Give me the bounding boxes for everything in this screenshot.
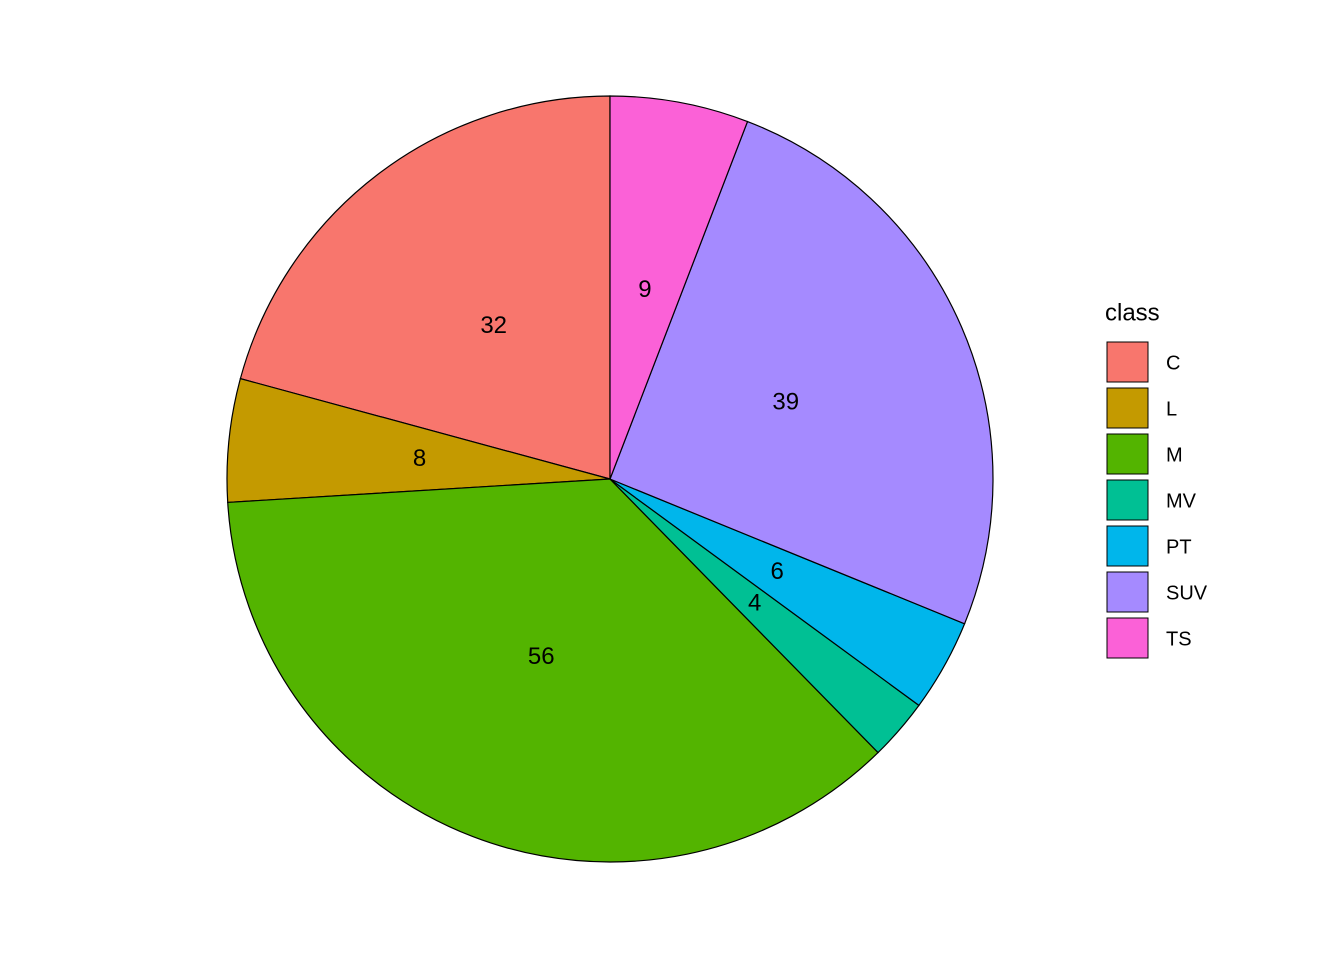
slice-label: 4 — [748, 590, 761, 617]
legend-key — [1106, 571, 1149, 613]
legend-label: PT — [1166, 536, 1192, 558]
slice-label: 6 — [770, 558, 783, 585]
legend-key — [1106, 433, 1149, 475]
legend-label: TS — [1166, 628, 1192, 650]
legend-label: C — [1166, 352, 1180, 374]
slice-labels: 32 8 56 46 39 9 — [413, 276, 799, 670]
slice-label: 8 — [413, 445, 426, 472]
slice-label: 9 — [638, 276, 651, 303]
legend-key — [1106, 341, 1149, 383]
pie-slice — [609, 95, 749, 480]
slice-label: 32 — [480, 312, 507, 339]
legend-label: SUV — [1166, 582, 1208, 604]
legend-key — [1106, 479, 1149, 521]
slice-label: 56 — [528, 643, 555, 670]
legend-label: L — [1166, 398, 1177, 420]
pie-slice — [227, 478, 879, 863]
legend-key — [1106, 525, 1149, 567]
legend-label: M — [1166, 444, 1183, 466]
legend-key — [1106, 387, 1149, 429]
pie-slice — [609, 120, 994, 625]
pie — [226, 95, 994, 863]
legend-title: class — [1105, 299, 1160, 326]
pie-slice — [239, 95, 611, 480]
slice-label: 39 — [772, 388, 799, 415]
legend-label: MV — [1166, 490, 1197, 512]
legend: class C L M MV PT SUV TS — [1105, 299, 1208, 659]
legend-key — [1106, 617, 1149, 659]
